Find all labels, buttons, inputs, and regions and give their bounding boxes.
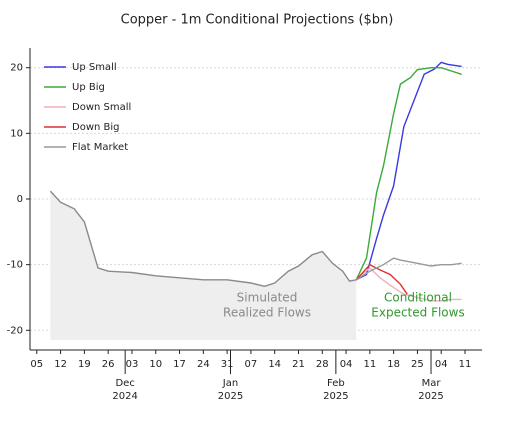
annotation: Realized Flows: [223, 306, 311, 320]
month-label: Jan: [222, 378, 238, 389]
legend-label: Down Big: [72, 122, 120, 133]
annotation: Conditional: [384, 291, 452, 305]
annotation: Simulated: [237, 291, 298, 305]
y-tick-label: -20: [7, 325, 23, 336]
y-tick-label: -10: [7, 260, 23, 271]
chart-title: Copper - 1m Conditional Projections ($bn…: [121, 13, 394, 28]
x-tick-label: 03: [126, 359, 139, 370]
x-tick-label: 25: [411, 359, 424, 370]
series-line: [355, 61, 462, 281]
year-label: 2025: [218, 391, 243, 402]
x-tick-label: 28: [316, 359, 329, 370]
x-tick-label: 11: [363, 359, 376, 370]
x-tick-label: 04: [435, 359, 448, 370]
legend-label: Down Small: [72, 102, 131, 113]
x-tick-label: 24: [197, 359, 210, 370]
year-label: 2024: [112, 391, 137, 402]
series-line: [355, 257, 462, 281]
x-tick-label: 18: [387, 359, 400, 370]
x-tick-label: 17: [173, 359, 186, 370]
legend-label: Up Small: [72, 62, 117, 73]
series-line: [355, 263, 408, 295]
y-tick-label: 10: [10, 128, 23, 139]
series-line: [355, 266, 462, 302]
legend-label: Up Big: [72, 82, 105, 93]
x-tick-label: 14: [268, 359, 281, 370]
month-label: Dec: [115, 378, 134, 389]
x-tick-label: 31: [221, 359, 234, 370]
annotation: Expected Flows: [371, 306, 464, 320]
y-tick-label: 20: [10, 63, 23, 74]
year-label: 2025: [418, 391, 443, 402]
x-tick-label: 19: [78, 359, 91, 370]
history-line: [49, 190, 357, 288]
x-tick-label: 26: [102, 359, 115, 370]
x-tick-label: 21: [292, 359, 305, 370]
y-tick-label: 0: [17, 194, 23, 205]
x-tick-label: 04: [340, 359, 353, 370]
series-line: [355, 67, 462, 281]
x-tick-label: 12: [54, 359, 67, 370]
month-label: Feb: [327, 378, 345, 389]
legend-label: Flat Market: [72, 142, 128, 153]
x-tick-label: 11: [459, 359, 472, 370]
x-tick-label: 10: [149, 359, 162, 370]
history-area: [50, 191, 357, 340]
year-label: 2025: [323, 391, 348, 402]
x-tick-label: 05: [30, 359, 43, 370]
x-tick-label: 07: [245, 359, 258, 370]
month-label: Mar: [422, 378, 442, 389]
